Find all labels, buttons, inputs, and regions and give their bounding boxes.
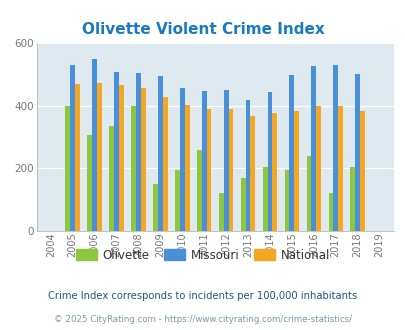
Bar: [315, 106, 320, 231]
Bar: [119, 85, 124, 231]
Bar: [359, 111, 364, 231]
Bar: [179, 88, 184, 231]
Bar: [267, 92, 272, 231]
Bar: [250, 116, 255, 231]
Bar: [65, 106, 70, 231]
Bar: [92, 59, 97, 231]
Text: Olivette Violent Crime Index: Olivette Violent Crime Index: [81, 22, 324, 37]
Bar: [201, 91, 206, 231]
Bar: [162, 96, 167, 231]
Bar: [240, 178, 245, 231]
Bar: [136, 73, 141, 231]
Bar: [153, 184, 158, 231]
Bar: [206, 109, 211, 231]
Bar: [196, 150, 201, 231]
Bar: [284, 171, 289, 231]
Bar: [75, 84, 80, 231]
Bar: [87, 135, 92, 231]
Bar: [289, 75, 294, 231]
Bar: [141, 88, 145, 231]
Bar: [294, 111, 298, 231]
Legend: Olivette, Missouri, National: Olivette, Missouri, National: [70, 244, 335, 266]
Bar: [333, 65, 337, 231]
Text: © 2025 CityRating.com - https://www.cityrating.com/crime-statistics/: © 2025 CityRating.com - https://www.city…: [54, 315, 351, 324]
Bar: [228, 109, 233, 231]
Bar: [354, 74, 359, 231]
Bar: [350, 167, 354, 231]
Bar: [109, 126, 114, 231]
Bar: [262, 167, 267, 231]
Bar: [184, 105, 189, 231]
Bar: [218, 193, 223, 231]
Bar: [175, 170, 179, 231]
Text: Crime Index corresponds to incidents per 100,000 inhabitants: Crime Index corresponds to incidents per…: [48, 291, 357, 301]
Bar: [158, 77, 162, 231]
Bar: [97, 83, 102, 231]
Bar: [272, 114, 277, 231]
Bar: [70, 65, 75, 231]
Bar: [131, 106, 136, 231]
Bar: [306, 156, 311, 231]
Bar: [311, 66, 315, 231]
Bar: [223, 90, 228, 231]
Bar: [245, 100, 250, 231]
Bar: [114, 72, 119, 231]
Bar: [328, 193, 333, 231]
Bar: [337, 106, 342, 231]
